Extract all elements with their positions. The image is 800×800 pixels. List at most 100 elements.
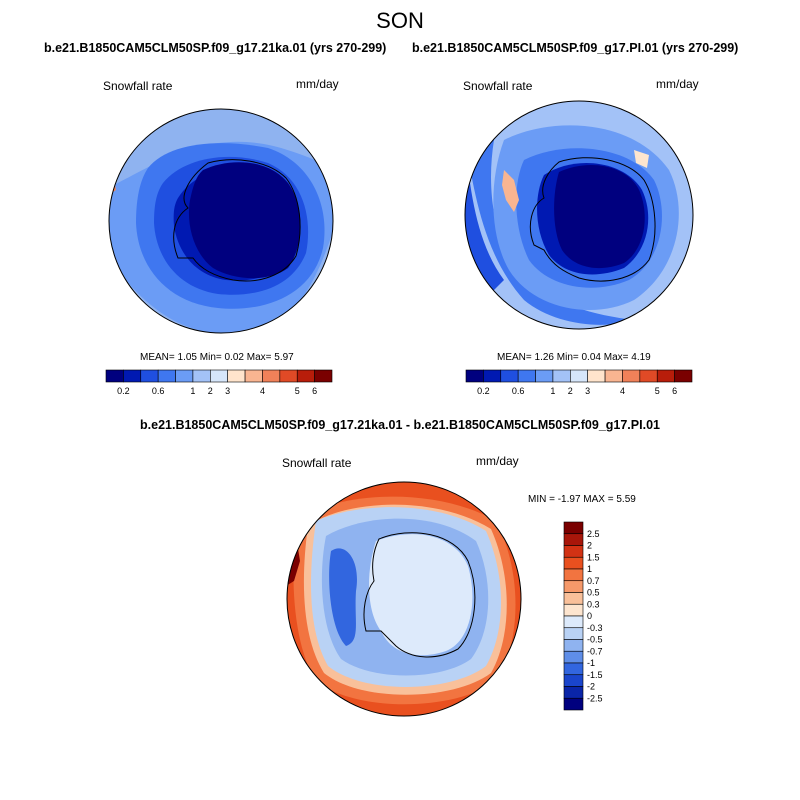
- difference-title: b.e21.B1850CAM5CLM50SP.f09_g17.21ka.01 -…: [140, 418, 660, 432]
- diff-variable-label: Snowfall rate: [282, 456, 352, 470]
- max-label: Max=: [603, 352, 629, 363]
- colorbar-tick-label: 2: [208, 386, 213, 396]
- colorbar-box: [105, 369, 124, 383]
- season-title: SON: [376, 8, 424, 33]
- colorbar-box: [639, 369, 658, 383]
- colorbar-tick-label: -0.7: [587, 646, 603, 656]
- min-label: Min=: [199, 352, 222, 363]
- colorbar-box: [563, 533, 584, 546]
- colorbar-box: [563, 615, 584, 629]
- colorbar-box: [563, 603, 584, 617]
- diff-minmax-text: MIN = -1.97 MAX = 5.59: [528, 494, 636, 505]
- colorbar-box: [279, 369, 298, 383]
- min-value: 0.02: [224, 352, 244, 363]
- colorbar-box: [563, 592, 584, 605]
- colorbar-box: [570, 369, 588, 383]
- colorbar-box: [563, 686, 584, 699]
- colorbar-tick-label: 6: [672, 386, 677, 396]
- colorbar-box: [622, 369, 641, 383]
- max-label: Max=: [246, 352, 272, 363]
- colorbar-box: [563, 580, 584, 593]
- min-value: 0.04: [581, 352, 601, 363]
- colorbar-tick-label: 1: [587, 564, 592, 574]
- panel-2-title: b.e21.B1850CAM5CLM50SP.f09_g17.PI.01 (yr…: [412, 41, 739, 55]
- colorbar-box: [563, 650, 584, 664]
- colorbar-tick-label: -2.5: [587, 693, 603, 703]
- colorbar-tick-label: -0.5: [587, 635, 603, 645]
- colorbar-box: [227, 369, 246, 383]
- colorbar-box: [192, 369, 211, 383]
- colorbar-tick-label: 0.5: [587, 588, 600, 598]
- colorbar-tick-label: 1: [550, 386, 555, 396]
- mean-value: 1.26: [534, 352, 554, 363]
- colorbar-box: [563, 521, 584, 535]
- panel-2-colorbar: 0.2 0.6 1 2 3 4 5 6: [465, 369, 693, 396]
- colorbar-tick-label: 0.2: [477, 386, 490, 396]
- colorbar-tick-label: 5: [655, 386, 660, 396]
- colorbar-tick-label: -1.5: [587, 670, 603, 680]
- colorbar-tick-label: 1.5: [587, 552, 600, 562]
- colorbar-box: [563, 627, 584, 640]
- colorbar-tick-label: 4: [620, 386, 625, 396]
- colorbar-tick-label: 6: [312, 386, 317, 396]
- colorbar-tick-label: -1: [587, 658, 595, 668]
- colorbar-tick-label: 0.3: [587, 599, 600, 609]
- colorbar-tick-label: 3: [225, 386, 230, 396]
- colorbar-box: [296, 369, 315, 383]
- colorbar-box: [563, 568, 584, 582]
- colorbar-box: [483, 369, 502, 383]
- colorbar-box: [656, 369, 675, 383]
- colorbar-box: [262, 369, 281, 383]
- colorbar-box: [535, 369, 554, 383]
- colorbar-box: [175, 369, 194, 383]
- colorbar-box: [674, 369, 693, 383]
- colorbar-tick-label: 0.6: [512, 386, 525, 396]
- min-label: Min=: [556, 352, 579, 363]
- colorbar-box: [500, 369, 519, 383]
- colorbar-box: [314, 369, 333, 383]
- max-value: 4.19: [631, 352, 651, 363]
- panel-1-stats: MEAN= 1.05 Min= 0.02 Max= 5.97: [140, 352, 294, 363]
- panel-2-variable-label: Snowfall rate: [463, 79, 533, 93]
- colorbar-box: [604, 369, 623, 383]
- panel-1-variable-label: Snowfall rate: [103, 79, 173, 93]
- panel-1-units-label: mm/day: [296, 77, 339, 91]
- colorbar-box: [563, 674, 584, 687]
- colorbar-tick-label: 2: [587, 541, 592, 551]
- colorbar-tick-label: 3: [585, 386, 590, 396]
- colorbar-tick-label: 5: [295, 386, 300, 396]
- difference-colorbar: 2.5 21.5 1 0.7 0.50.3 0 -0.3 -0.5-0.7 -1 -1.5 -2-2…: [563, 521, 603, 711]
- colorbar-tick-label: -2: [587, 682, 595, 692]
- colorbar-box: [563, 697, 584, 711]
- panel-1-title: b.e21.B1850CAM5CLM50SP.f09_g17.21ka.01 (…: [44, 41, 387, 55]
- panel-2-units-label: mm/day: [656, 77, 699, 91]
- colorbar-tick-label: 1: [190, 386, 195, 396]
- colorbar-box: [563, 545, 584, 558]
- mean-label: MEAN=: [140, 352, 175, 363]
- colorbar-tick-label: 2.5: [587, 529, 600, 539]
- diff-units-label: mm/day: [476, 454, 519, 468]
- colorbar-box: [157, 369, 176, 383]
- mean-value: 1.05: [177, 352, 197, 363]
- colorbar-box: [244, 369, 263, 383]
- colorbar-tick-label: -0.3: [587, 623, 603, 633]
- max-value: 5.97: [274, 352, 294, 363]
- panel-2-stats: MEAN= 1.26 Min= 0.04 Max= 4.19: [497, 352, 651, 363]
- colorbar-box: [140, 369, 159, 383]
- panel-2-map: [464, 100, 694, 330]
- colorbar-box: [563, 556, 584, 570]
- colorbar-tick-label: 0.7: [587, 576, 600, 586]
- mean-label: MEAN=: [497, 352, 532, 363]
- colorbar-box: [465, 369, 484, 383]
- colorbar-tick-label: 2: [568, 386, 573, 396]
- colorbar-box: [563, 639, 584, 652]
- colorbar-box: [552, 369, 571, 383]
- panel-1-colorbar: 0.2 0.6 1 2 3 4 5 6: [105, 369, 333, 396]
- colorbar-tick-label: 0: [587, 611, 592, 621]
- panel-1-map: [108, 108, 334, 334]
- colorbar-box: [517, 369, 536, 383]
- colorbar-box: [563, 662, 584, 676]
- colorbar-tick-label: 4: [260, 386, 265, 396]
- colorbar-tick-label: 0.6: [152, 386, 165, 396]
- colorbar-box: [123, 369, 142, 383]
